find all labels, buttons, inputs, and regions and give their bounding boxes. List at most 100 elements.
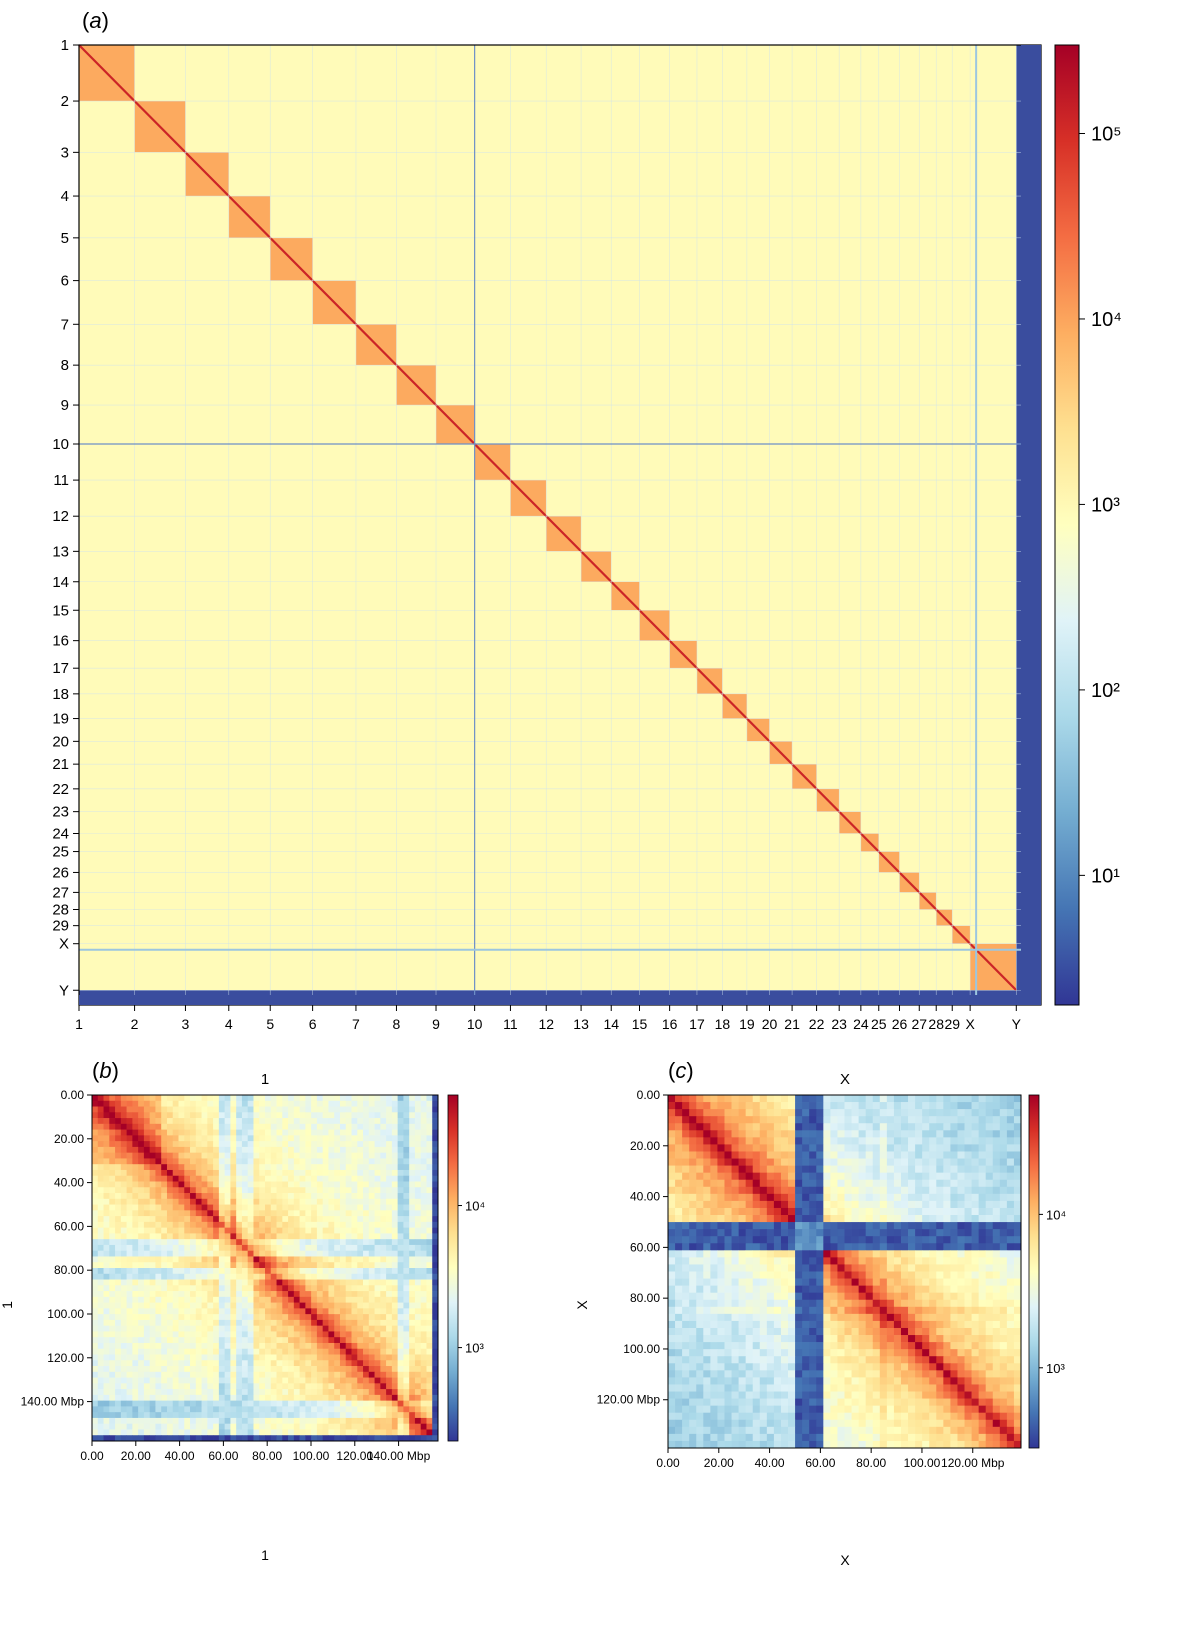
contact-cell <box>374 1348 381 1355</box>
contact-cell <box>322 1129 329 1136</box>
contact-cell <box>207 1262 214 1269</box>
contact-cell <box>345 1118 352 1125</box>
contact-cell <box>224 1164 231 1171</box>
contact-cell <box>345 1377 352 1384</box>
contact-cell <box>172 1412 179 1419</box>
contact-cell <box>311 1193 318 1200</box>
contact-cell <box>351 1169 358 1177</box>
contact-cell <box>184 1412 191 1419</box>
contact-cell <box>322 1337 329 1344</box>
contact-cell <box>1013 1116 1022 1124</box>
contact-cell <box>816 1158 824 1166</box>
contact-cell <box>207 1394 214 1401</box>
contact-cell <box>865 1137 874 1145</box>
contact-cell <box>288 1262 295 1269</box>
contact-cell <box>1006 1116 1015 1124</box>
contact-cell <box>92 1319 99 1327</box>
contact-cell <box>126 1164 133 1171</box>
contact-cell <box>293 1371 300 1378</box>
contact-cell <box>368 1366 375 1373</box>
contact-cell <box>120 1181 127 1188</box>
contact-cell <box>143 1342 151 1350</box>
contact-cell <box>97 1256 104 1263</box>
contact-cell <box>872 1130 881 1138</box>
contact-cell <box>236 1141 243 1148</box>
contact-cell <box>120 1227 127 1234</box>
contact-cell <box>386 1106 393 1113</box>
contact-cell <box>426 1146 433 1154</box>
contact-cell <box>207 1181 214 1188</box>
contact-cell <box>259 1435 266 1442</box>
contact-cell <box>103 1164 110 1171</box>
contact-cell <box>780 1151 789 1159</box>
contact-cell <box>345 1371 352 1378</box>
contact-cell <box>809 1151 817 1159</box>
contact-cell <box>230 1435 237 1442</box>
contact-cell <box>109 1302 116 1309</box>
contact-cell <box>368 1319 375 1327</box>
contact-cell <box>334 1273 341 1280</box>
contact-cell <box>322 1348 329 1355</box>
contact-cell <box>247 1146 254 1154</box>
contact-cell <box>368 1348 375 1355</box>
contact-cell <box>132 1175 139 1182</box>
contact-cell <box>218 1423 225 1430</box>
contact-cell <box>322 1279 329 1286</box>
contact-cell <box>218 1250 225 1257</box>
contact-cell <box>195 1262 202 1269</box>
contact-cell <box>374 1169 381 1177</box>
contact-cell <box>253 1337 260 1344</box>
contact-cell <box>172 1342 179 1350</box>
contact-cell <box>132 1302 139 1309</box>
contact-cell <box>276 1169 283 1177</box>
contact-cell <box>380 1268 387 1275</box>
contact-cell <box>682 1116 690 1124</box>
contact-cell <box>738 1193 747 1202</box>
contact-cell <box>964 1186 972 1195</box>
contact-cell <box>288 1239 295 1246</box>
contact-cell <box>900 1109 909 1117</box>
contact-cell <box>809 1095 817 1103</box>
contact-cell <box>386 1146 393 1154</box>
contact-cell <box>178 1308 185 1315</box>
contact-cell <box>345 1429 352 1436</box>
contact-cell <box>288 1383 295 1390</box>
contact-cell <box>386 1204 393 1211</box>
contact-cell <box>414 1389 422 1396</box>
contact-cell <box>253 1279 260 1286</box>
contact-cell <box>368 1354 375 1361</box>
contact-cell <box>409 1435 416 1442</box>
contact-cell <box>149 1129 156 1136</box>
contact-cell <box>738 1158 747 1166</box>
contact-cell <box>837 1144 845 1152</box>
contact-cell <box>282 1129 289 1136</box>
contact-cell <box>717 1215 725 1223</box>
contact-cell <box>328 1239 335 1246</box>
contact-cell <box>823 1207 831 1216</box>
contact-cell <box>351 1100 358 1107</box>
contact-cell <box>971 1165 979 1174</box>
contact-cell <box>126 1204 133 1211</box>
contact-cell <box>334 1256 341 1263</box>
contact-cell <box>858 1123 867 1131</box>
contact-cell <box>351 1158 358 1165</box>
contact-cell <box>351 1239 358 1246</box>
contact-cell <box>328 1273 335 1280</box>
contact-cell <box>830 1109 838 1117</box>
contact-cell <box>120 1118 127 1125</box>
contact-cell <box>391 1331 398 1338</box>
contact-cell <box>908 1151 916 1159</box>
contact-cell <box>126 1435 133 1442</box>
contact-cell <box>738 1229 747 1237</box>
contact-cell <box>195 1348 202 1355</box>
contact-cell <box>218 1112 225 1119</box>
contact-cell <box>316 1406 324 1413</box>
contact-cell <box>138 1423 145 1430</box>
x-tick-label-chr1: 1 <box>75 1016 83 1032</box>
contact-cell <box>247 1291 254 1298</box>
contact-cell <box>92 1256 99 1263</box>
x-tick-label-chr21: 21 <box>784 1016 800 1032</box>
contact-cell <box>351 1412 358 1419</box>
contact-cell <box>759 1236 768 1244</box>
contact-cell <box>103 1181 110 1188</box>
